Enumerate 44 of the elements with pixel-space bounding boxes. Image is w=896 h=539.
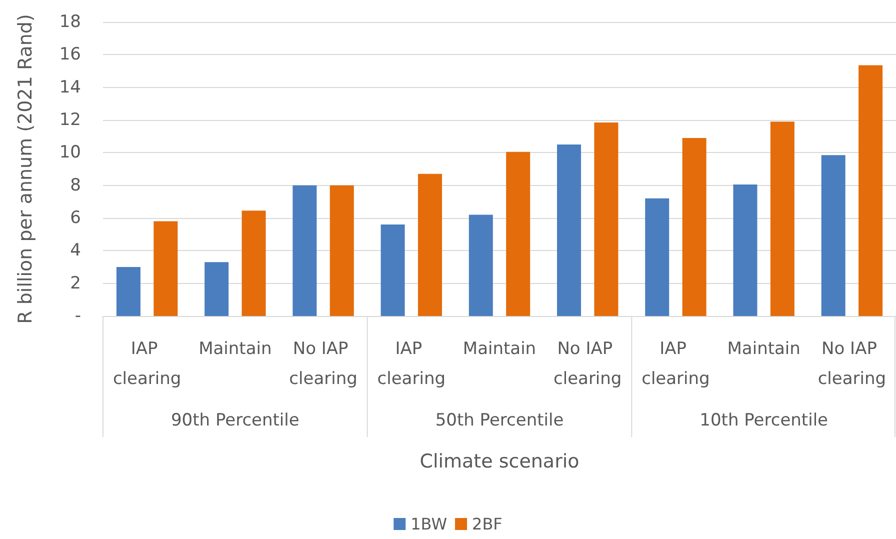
y-tick-label: 18 <box>59 12 81 32</box>
x-tick-label: Maintain <box>462 339 536 359</box>
bar <box>594 122 618 316</box>
bar <box>506 152 530 316</box>
x-tick-label: IAP clearing <box>377 339 446 389</box>
y-tick-label: 14 <box>59 77 81 98</box>
y-axis-title: R billion per annum (2021 Rand) <box>14 14 36 324</box>
bar <box>154 221 178 316</box>
bar <box>380 224 405 316</box>
bar <box>292 185 317 316</box>
x-tick-label: No IAP clearing <box>289 339 358 389</box>
bar <box>645 198 670 316</box>
y-tick-label: 10 <box>59 142 81 163</box>
bar <box>770 122 794 316</box>
y-tick-label: 16 <box>59 44 81 65</box>
bar <box>242 210 266 316</box>
bar <box>418 174 442 316</box>
y-tick-label: - <box>74 306 81 326</box>
bar <box>557 144 582 316</box>
legend-label: 1BW <box>410 514 448 534</box>
text: 90th Percentile <box>170 410 300 430</box>
bar <box>858 65 883 316</box>
y-tick-label: 8 <box>70 175 81 196</box>
bar <box>821 155 846 316</box>
bar <box>682 138 706 316</box>
bar <box>330 185 354 316</box>
x-tick-label: No IAP clearing <box>818 339 886 389</box>
y-tick-label: 4 <box>70 240 81 261</box>
x-tick-label: Maintain <box>727 339 800 359</box>
bar <box>468 214 493 316</box>
y-tick-label: 12 <box>59 110 81 130</box>
x-tick-label: No IAP clearing <box>553 339 622 389</box>
text: 50th Percentile <box>435 410 564 430</box>
text: 10th Percentile <box>700 410 828 430</box>
x-tick-label: IAP clearing <box>112 339 182 389</box>
bar <box>733 184 758 316</box>
bar <box>204 262 229 316</box>
x-axis-title: Climate scenario <box>420 450 580 472</box>
x-tick-label: IAP clearing <box>642 339 710 389</box>
bar <box>116 267 140 316</box>
legend-label: 2BF <box>472 514 502 534</box>
y-tick-label: 6 <box>70 208 81 228</box>
x-tick-label: Maintain <box>198 339 272 359</box>
y-tick-label: 2 <box>70 273 81 294</box>
